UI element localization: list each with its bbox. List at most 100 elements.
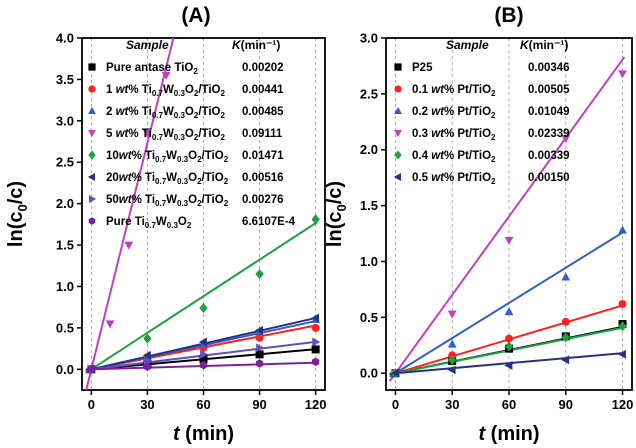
legend-k-value: 0.01049 [528, 106, 570, 118]
legend-marker [88, 63, 96, 71]
legend-label: 5 wt% Ti0.7W0.3O2/TiO2 [106, 128, 225, 142]
legend-marker [88, 106, 96, 115]
data-point [255, 333, 264, 342]
chart-panel-a: 0 30 60 90 120 0.0 0.5 1.0 1.5 2.0 2.5 3.0 3.5 4.0 (A)… [5, 4, 327, 445]
fit-line [85, 38, 175, 390]
legend-marker [88, 195, 97, 203]
legend-k-value: 0.00339 [528, 150, 570, 162]
y-tick-label: 2.0 [360, 142, 378, 157]
y-tick-label: 0.0 [360, 366, 378, 381]
data-point [618, 321, 627, 332]
data-point [200, 349, 209, 359]
legend-label: Pure antase TiO2 [106, 62, 198, 76]
data-point [504, 361, 513, 370]
legend-label: 0.3 wt% Pt/TiO2 [412, 128, 496, 142]
legend-label: 10wt% Ti0.7W0.3O2/TiO2 [106, 150, 229, 164]
legend-k-value: 0.01471 [242, 150, 284, 162]
data-point [504, 236, 514, 245]
fit-line [389, 230, 625, 378]
legend-marker [88, 85, 96, 93]
legend-label: 0.4 wt% Pt/TiO2 [412, 150, 496, 164]
x-tick-label: 30 [445, 397, 459, 412]
data-point [142, 350, 151, 360]
data-point [505, 334, 513, 343]
legend-k-value: 0.02339 [528, 128, 570, 140]
data-point [105, 320, 115, 329]
x-tick-label: 90 [559, 397, 573, 412]
fit-line [389, 351, 625, 375]
legend-header-k: K(min⁻¹) [232, 38, 280, 52]
legend-header-k: K(min⁻¹) [520, 38, 568, 52]
legend-header-sample: Sample [126, 38, 169, 52]
chart-panel-b: 0 30 60 90 120 0.0 0.5 1.0 1.5 2.0 2.5 3.0 (B) t (min… [324, 4, 633, 445]
data-point [254, 325, 263, 335]
legend-label: 20wt% Ti0.7W0.3O2/TiO2 [106, 172, 229, 186]
legend-marker [88, 150, 96, 160]
legend-label: 0.1 wt% Pt/TiO2 [412, 84, 496, 98]
y-tick-label: 3.5 [56, 72, 74, 87]
legend-label: Pure Ti0.7W0.3O2 [106, 216, 192, 230]
data-point [143, 129, 152, 138]
data-point [199, 355, 208, 364]
legend-k-value: 0.00346 [528, 62, 570, 74]
legend-header-sample: Sample [446, 38, 489, 52]
legend-label: 50wt% Ti0.7W0.3O2/TiO2 [106, 194, 229, 208]
legend-label: 0.2 wt% Pt/TiO2 [412, 106, 496, 120]
y-tick-label: 0.0 [56, 362, 74, 377]
legend-k-value: 0.00276 [242, 194, 284, 206]
panel-title: (A) [181, 4, 210, 27]
legend-marker [394, 106, 402, 115]
y-axis-label: ln(c0/c) [324, 181, 349, 247]
data-point [561, 135, 571, 144]
legend-marker [88, 129, 96, 138]
data-point [143, 333, 152, 344]
legend-marker [393, 173, 402, 181]
data-point [617, 349, 626, 359]
data-point [199, 360, 208, 370]
legend-marker [88, 217, 96, 225]
data-point [311, 323, 320, 332]
data-point [198, 337, 207, 347]
y-tick-label: 0.5 [360, 310, 378, 325]
data-point [87, 365, 95, 374]
y-tick-label: 1.5 [56, 238, 74, 253]
data-point [255, 350, 264, 359]
legend-k-value: 0.09111 [242, 128, 283, 140]
x-tick-label: 120 [305, 397, 327, 412]
data-point [255, 269, 264, 280]
y-tick-label: 1.5 [360, 198, 378, 213]
data-point [143, 362, 152, 372]
data-point [311, 345, 320, 354]
fit-line [388, 56, 626, 382]
legend-k-value: 0.00202 [242, 62, 284, 74]
legend-k-value: 0.00441 [242, 84, 284, 96]
data-point [199, 303, 208, 314]
y-tick-label: 1.0 [360, 254, 378, 269]
legend-k-value: 0.00485 [242, 106, 284, 118]
data-point [124, 241, 134, 250]
data-point [561, 355, 570, 365]
data-point [312, 357, 320, 367]
data-point [504, 307, 514, 316]
legend-marker [394, 129, 402, 138]
fit-line [85, 221, 319, 374]
x-tick-label: 60 [502, 397, 516, 412]
data-point [311, 214, 320, 225]
data-point [561, 332, 570, 343]
legend-k-value: 0.00516 [242, 172, 284, 184]
data-point [618, 225, 627, 234]
legend-label: 1 wt% Ti0.7W0.3O2/TiO2 [106, 84, 225, 98]
data-point [311, 313, 320, 323]
legend-k-value: 0.00150 [528, 172, 570, 184]
legend-k-value: 0.00505 [528, 84, 570, 96]
y-tick-label: 1.0 [56, 279, 74, 294]
data-point [312, 337, 321, 347]
x-axis-label: t (min) [173, 423, 234, 445]
data-point [447, 365, 456, 375]
x-tick-label: 90 [252, 397, 266, 412]
y-tick-label: 4.0 [56, 31, 74, 46]
legend-marker [394, 63, 402, 71]
y-tick-label: 2.5 [56, 155, 74, 170]
data-point [618, 70, 627, 79]
